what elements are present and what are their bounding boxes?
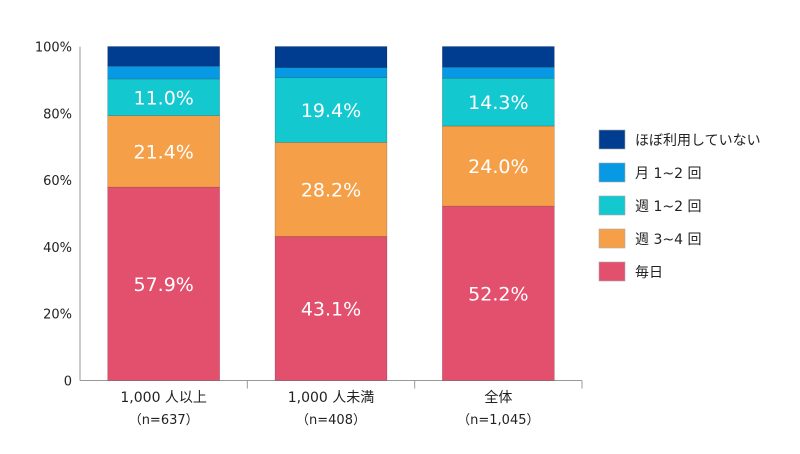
data-label: 11.0%: [133, 87, 193, 109]
y-tick-label: 0: [64, 375, 72, 390]
data-label: 28.2%: [301, 179, 361, 201]
bar-segment: [442, 205, 555, 381]
data-label: 52.2%: [468, 283, 528, 305]
x-tick-sublabel: （n=408）: [296, 413, 366, 428]
bar-segment: [107, 46, 220, 67]
data-label: 24.0%: [468, 156, 528, 178]
x-tick-label: 全体: [484, 389, 512, 406]
legend-swatch: [598, 261, 626, 282]
data-label: 57.9%: [133, 274, 193, 296]
bar-segment: [442, 125, 555, 207]
legend-label: 週 3~4 回: [635, 232, 701, 248]
legend-label: 週 1~2 回: [635, 199, 701, 215]
bar-segment: [107, 65, 220, 80]
bar-segment: [442, 66, 555, 79]
bar-segment: [274, 46, 388, 68]
legend-swatch: [598, 162, 626, 183]
legend-label: 月 1~2 回: [635, 166, 701, 182]
y-tick-label: 60%: [43, 174, 72, 189]
data-label: 14.3%: [468, 92, 528, 114]
x-tick-sublabel: （n=637）: [129, 413, 199, 428]
legend-label: 毎日: [635, 265, 663, 281]
bar-segment: [274, 142, 388, 237]
data-label: 21.4%: [133, 141, 193, 163]
bar-segment: [107, 115, 220, 188]
y-tick-label: 40%: [43, 241, 72, 256]
x-tick-sublabel: （n=1,045）: [457, 413, 539, 428]
legend-label: ほぼ利用していない: [635, 133, 761, 149]
data-label: 19.4%: [301, 100, 361, 122]
y-tick-label: 100%: [35, 41, 72, 56]
legend-swatch: [598, 228, 626, 249]
legend-swatch: [598, 195, 626, 216]
x-tick-label: 1,000 人未満: [288, 390, 375, 406]
x-tick-label: 1,000 人以上: [120, 390, 207, 406]
bar-segment: [274, 67, 388, 78]
y-tick-label: 20%: [43, 308, 72, 323]
legend-swatch: [598, 129, 626, 150]
bar-segment: [442, 77, 555, 127]
data-label: 43.1%: [301, 299, 361, 321]
y-tick-label: 80%: [43, 107, 72, 122]
bar-segment: [107, 186, 220, 381]
bar-segment: [442, 46, 555, 68]
